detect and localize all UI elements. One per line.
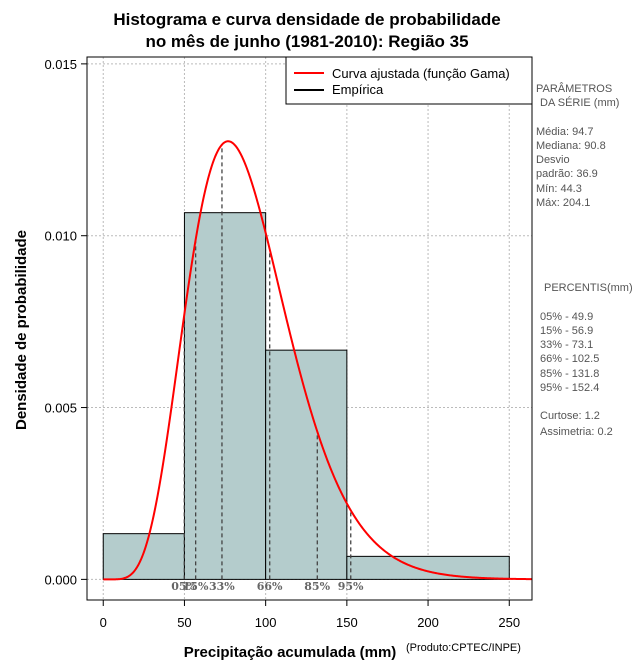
percentil-85: 85% - 131.8 xyxy=(540,368,599,380)
percentile-label-5: 95% xyxy=(338,580,364,593)
legend-curve-label: Curva ajustada (função Gama) xyxy=(332,66,510,81)
percentis-title: PERCENTIS(mm) xyxy=(544,282,633,294)
histogram-bar-3 xyxy=(346,555,510,580)
y-tick-label-2: 0.010 xyxy=(44,229,77,244)
param-std-2: padrão: 36.9 xyxy=(536,168,598,180)
gamma-curve-line xyxy=(103,140,532,581)
stat-kurtosis: Curtose: 1.2 xyxy=(540,410,600,422)
percentile-labels: 05%15% 33% 66% 85% 95% xyxy=(171,580,364,593)
params-title-1: PARÂMETROS xyxy=(536,82,612,95)
legend-box xyxy=(285,56,533,105)
histogram-bar-2 xyxy=(265,349,348,580)
percentile-label-4: 85% xyxy=(304,580,330,593)
percentil-66: 66% - 102.5 xyxy=(540,353,599,365)
x-tick-label-0: 0 xyxy=(100,615,107,630)
percentil-05: 05% - 49.9 xyxy=(540,311,593,323)
param-max: Máx: 204.1 xyxy=(536,197,590,209)
legend: Curva ajustada (função Gama) Empírica xyxy=(285,56,533,105)
y-axis: 0.000 0.005 0.010 0.015 xyxy=(44,57,87,587)
percentile-label-3: 66% xyxy=(257,580,283,593)
percentil-95: 95% - 152.4 xyxy=(540,382,599,394)
x-tick-label-4: 200 xyxy=(417,615,439,630)
chart-title-line-1: Histograma e curva densidade de probabil… xyxy=(113,10,500,29)
y-axis-label: Densidade de probabilidade xyxy=(13,230,30,430)
chart-title-line-2: no mês de junho (1981-2010): Região 35 xyxy=(145,32,468,51)
histogram-bar-0 xyxy=(102,533,185,580)
y-tick-label-0: 0.000 xyxy=(44,572,77,587)
side-panel: PARÂMETROS DA SÉRIE (mm) Média: 94.7 Med… xyxy=(536,82,633,438)
x-tick-label-3: 150 xyxy=(336,615,358,630)
legend-empirical-label: Empírica xyxy=(332,82,384,97)
percentil-33: 33% - 73.1 xyxy=(540,339,593,351)
params-title-2: DA SÉRIE (mm) xyxy=(540,96,619,109)
x-tick-label-5: 250 xyxy=(498,615,520,630)
param-median: Mediana: 90.8 xyxy=(536,140,606,152)
x-axis-label: Precipitação acumulada (mm) xyxy=(184,644,397,660)
histogram-bar-1 xyxy=(183,212,267,580)
x-axis: 0 50 100 150 200 250 xyxy=(100,600,520,630)
x-tick-label-1: 50 xyxy=(177,615,191,630)
param-std-1: Desvio xyxy=(536,154,570,166)
y-tick-label-1: 0.005 xyxy=(44,401,77,416)
param-min: Mín: 44.3 xyxy=(536,183,582,195)
stat-skewness: Assimetria: 0.2 xyxy=(540,426,613,438)
histogram-bars xyxy=(102,212,510,580)
y-tick-label-3: 0.015 xyxy=(44,57,77,72)
percentile-lines xyxy=(183,144,352,580)
percentil-15: 15% - 56.9 xyxy=(540,325,593,337)
param-mean: Média: 94.7 xyxy=(536,126,593,138)
x-tick-label-2: 100 xyxy=(255,615,277,630)
percentile-label-0: 05% xyxy=(171,580,197,593)
percentile-label-1: 15% xyxy=(183,580,209,593)
percentile-label-2: 33% xyxy=(209,580,235,593)
credit-text: (Produto:CPTEC/INPE) xyxy=(406,642,521,654)
